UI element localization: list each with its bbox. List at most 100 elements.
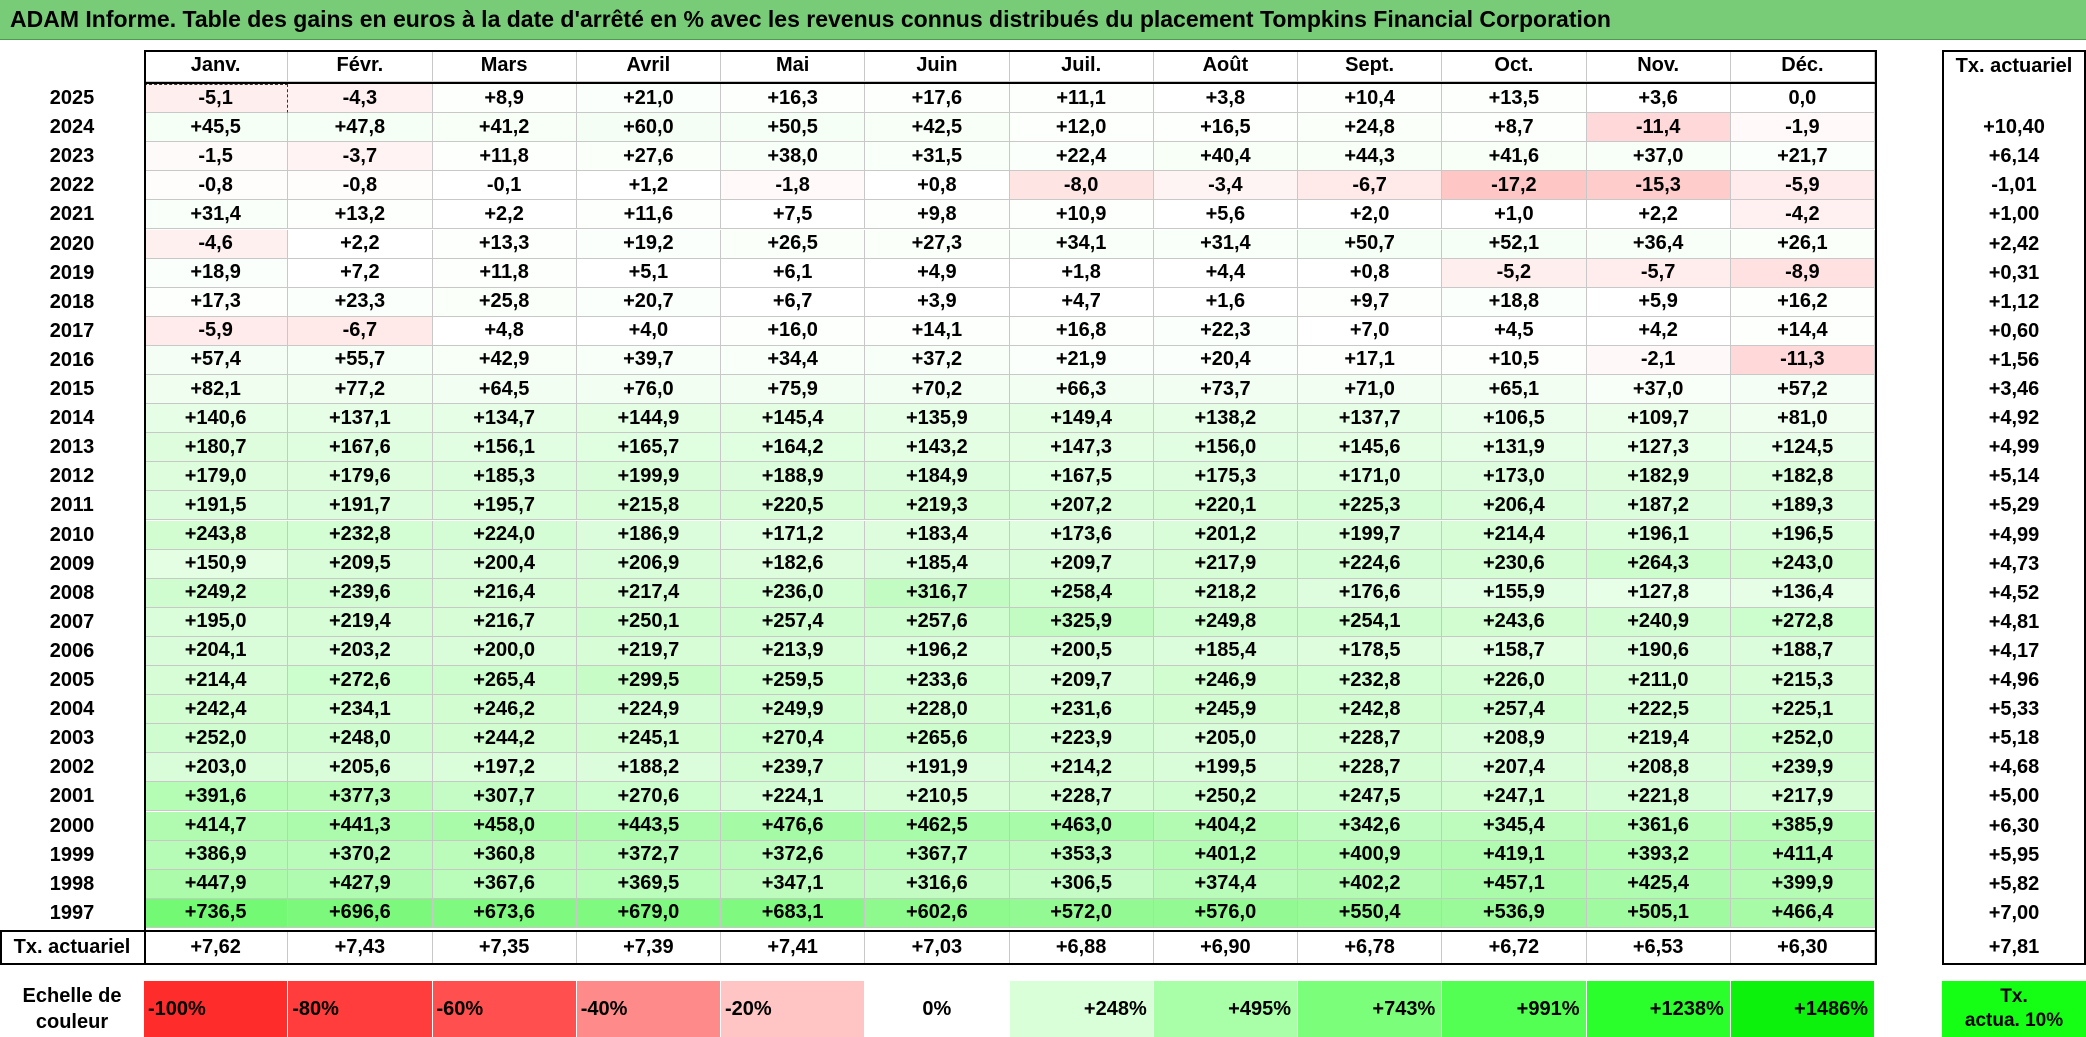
table-cell: +4,7 <box>1009 287 1154 317</box>
table-cell: +345,4 <box>1442 811 1587 841</box>
table-cell: +185,4 <box>865 549 1010 579</box>
table-cell: +191,9 <box>865 753 1010 783</box>
color-scale-label: Echelle de couleur <box>0 981 144 1037</box>
table-cell: +219,4 <box>1586 724 1731 754</box>
table-cell: +225,1 <box>1730 695 1875 725</box>
year-label: 2009 <box>49 552 95 575</box>
table-cell: +3,8 <box>1153 84 1298 114</box>
footer-rate-value: +7,39 <box>576 930 721 965</box>
table-cell: +184,9 <box>865 462 1010 492</box>
table-cell: +361,6 <box>1586 811 1731 841</box>
header-underline <box>144 82 1877 84</box>
table-cell: +252,0 <box>1730 724 1875 754</box>
table-cell: +250,1 <box>576 607 721 637</box>
table-cell: +228,0 <box>865 695 1010 725</box>
table-cell: +272,6 <box>288 666 433 696</box>
footer-rate-value: +7,62 <box>144 930 289 965</box>
table-cell: +75,9 <box>721 375 866 405</box>
table-cell: +299,5 <box>576 666 721 696</box>
table-cell: +414,7 <box>144 811 289 841</box>
footer-total-rate: +7,81 <box>1988 936 2040 959</box>
table-cell: +205,0 <box>1153 724 1298 754</box>
table-cell: +370,2 <box>288 840 433 870</box>
table-cell: -0,8 <box>288 171 433 201</box>
table-cell: +150,9 <box>144 549 289 579</box>
table-cell: +466,4 <box>1730 898 1875 928</box>
table-cell: -3,7 <box>288 142 433 172</box>
table-cell: +52,1 <box>1442 229 1587 259</box>
table-cell: +196,2 <box>865 636 1010 666</box>
table-cell: +441,3 <box>288 811 433 841</box>
annual-rate-value: +0,31 <box>1988 261 2040 284</box>
table-cell: +550,4 <box>1298 898 1443 928</box>
table-cell: +19,2 <box>576 229 721 259</box>
table-cell: +9,7 <box>1298 287 1443 317</box>
table-cell: +385,9 <box>1730 811 1875 841</box>
table-cell: +180,7 <box>144 433 289 463</box>
month-header: Mai <box>721 50 866 82</box>
color-scale-label-line2: couleur <box>35 1011 109 1033</box>
table-cell: +137,1 <box>288 404 433 434</box>
table-cell: +243,8 <box>144 520 289 550</box>
table-cell: +219,7 <box>576 636 721 666</box>
table-cell: +182,6 <box>721 549 866 579</box>
table-cell: +195,0 <box>144 607 289 637</box>
table-cell: +37,2 <box>865 345 1010 375</box>
table-cell: +195,7 <box>432 491 577 521</box>
table-cell: +214,4 <box>1442 520 1587 550</box>
table-cell: +65,1 <box>1442 375 1587 405</box>
table-cell: +259,5 <box>721 666 866 696</box>
table-cell: +14,4 <box>1730 316 1875 346</box>
footer-rate-value: +7,43 <box>288 930 433 965</box>
table-cell: +206,4 <box>1442 491 1587 521</box>
table-cell: +16,5 <box>1153 113 1298 143</box>
table-cell: +179,6 <box>288 462 433 492</box>
month-header: Janv. <box>144 50 289 82</box>
annual-rate-value: +7,00 <box>1988 901 2040 924</box>
table-cell: +673,6 <box>432 898 577 928</box>
table-cell: +272,8 <box>1730 607 1875 637</box>
table-cell: -3,4 <box>1153 171 1298 201</box>
footer-label: Tx. actuariel <box>13 936 131 959</box>
month-header: Oct. <box>1442 50 1587 82</box>
footer-rate-value: +7,35 <box>432 930 577 965</box>
table-cell: +239,7 <box>721 753 866 783</box>
month-header: Juin <box>865 50 1010 82</box>
table-cell: -8,9 <box>1730 258 1875 288</box>
color-scale-step: -40% <box>576 981 721 1037</box>
table-cell: +77,2 <box>288 375 433 405</box>
annual-rate-value: +5,95 <box>1988 843 2040 866</box>
table-cell: +0,8 <box>1298 258 1443 288</box>
table-cell: +217,9 <box>1730 782 1875 812</box>
month-header: Juil. <box>1009 50 1154 82</box>
table-cell: +21,9 <box>1009 345 1154 375</box>
table-cell: +12,0 <box>1009 113 1154 143</box>
annual-rate-value: +2,42 <box>1988 232 2040 255</box>
table-cell: +211,0 <box>1586 666 1731 696</box>
table-cell: +258,4 <box>1009 578 1154 608</box>
table-cell: +188,2 <box>576 753 721 783</box>
table-cell: +243,6 <box>1442 607 1587 637</box>
table-cell: +306,5 <box>1009 869 1154 899</box>
table-cell: +3,9 <box>865 287 1010 317</box>
table-cell: +208,8 <box>1586 753 1731 783</box>
month-header: Mars <box>432 50 577 82</box>
table-cell: +39,7 <box>576 345 721 375</box>
color-scale-step: +1238% <box>1586 981 1731 1037</box>
annual-rate-value: +4,99 <box>1988 436 2040 459</box>
table-cell: +47,8 <box>288 113 433 143</box>
month-header: Nov. <box>1586 50 1731 82</box>
table-cell: +199,9 <box>576 462 721 492</box>
table-cell: +372,6 <box>721 840 866 870</box>
table-cell: +204,1 <box>144 636 289 666</box>
table-cell: +36,4 <box>1586 229 1731 259</box>
table-cell: +462,5 <box>865 811 1010 841</box>
table-cell: +199,5 <box>1153 753 1298 783</box>
table-cell: +171,0 <box>1298 462 1443 492</box>
table-cell: +7,0 <box>1298 316 1443 346</box>
table-cell: +27,6 <box>576 142 721 172</box>
table-cell: +8,7 <box>1442 113 1587 143</box>
table-cell: +185,3 <box>432 462 577 492</box>
table-cell: +21,0 <box>576 84 721 114</box>
table-cell: +31,4 <box>144 200 289 230</box>
